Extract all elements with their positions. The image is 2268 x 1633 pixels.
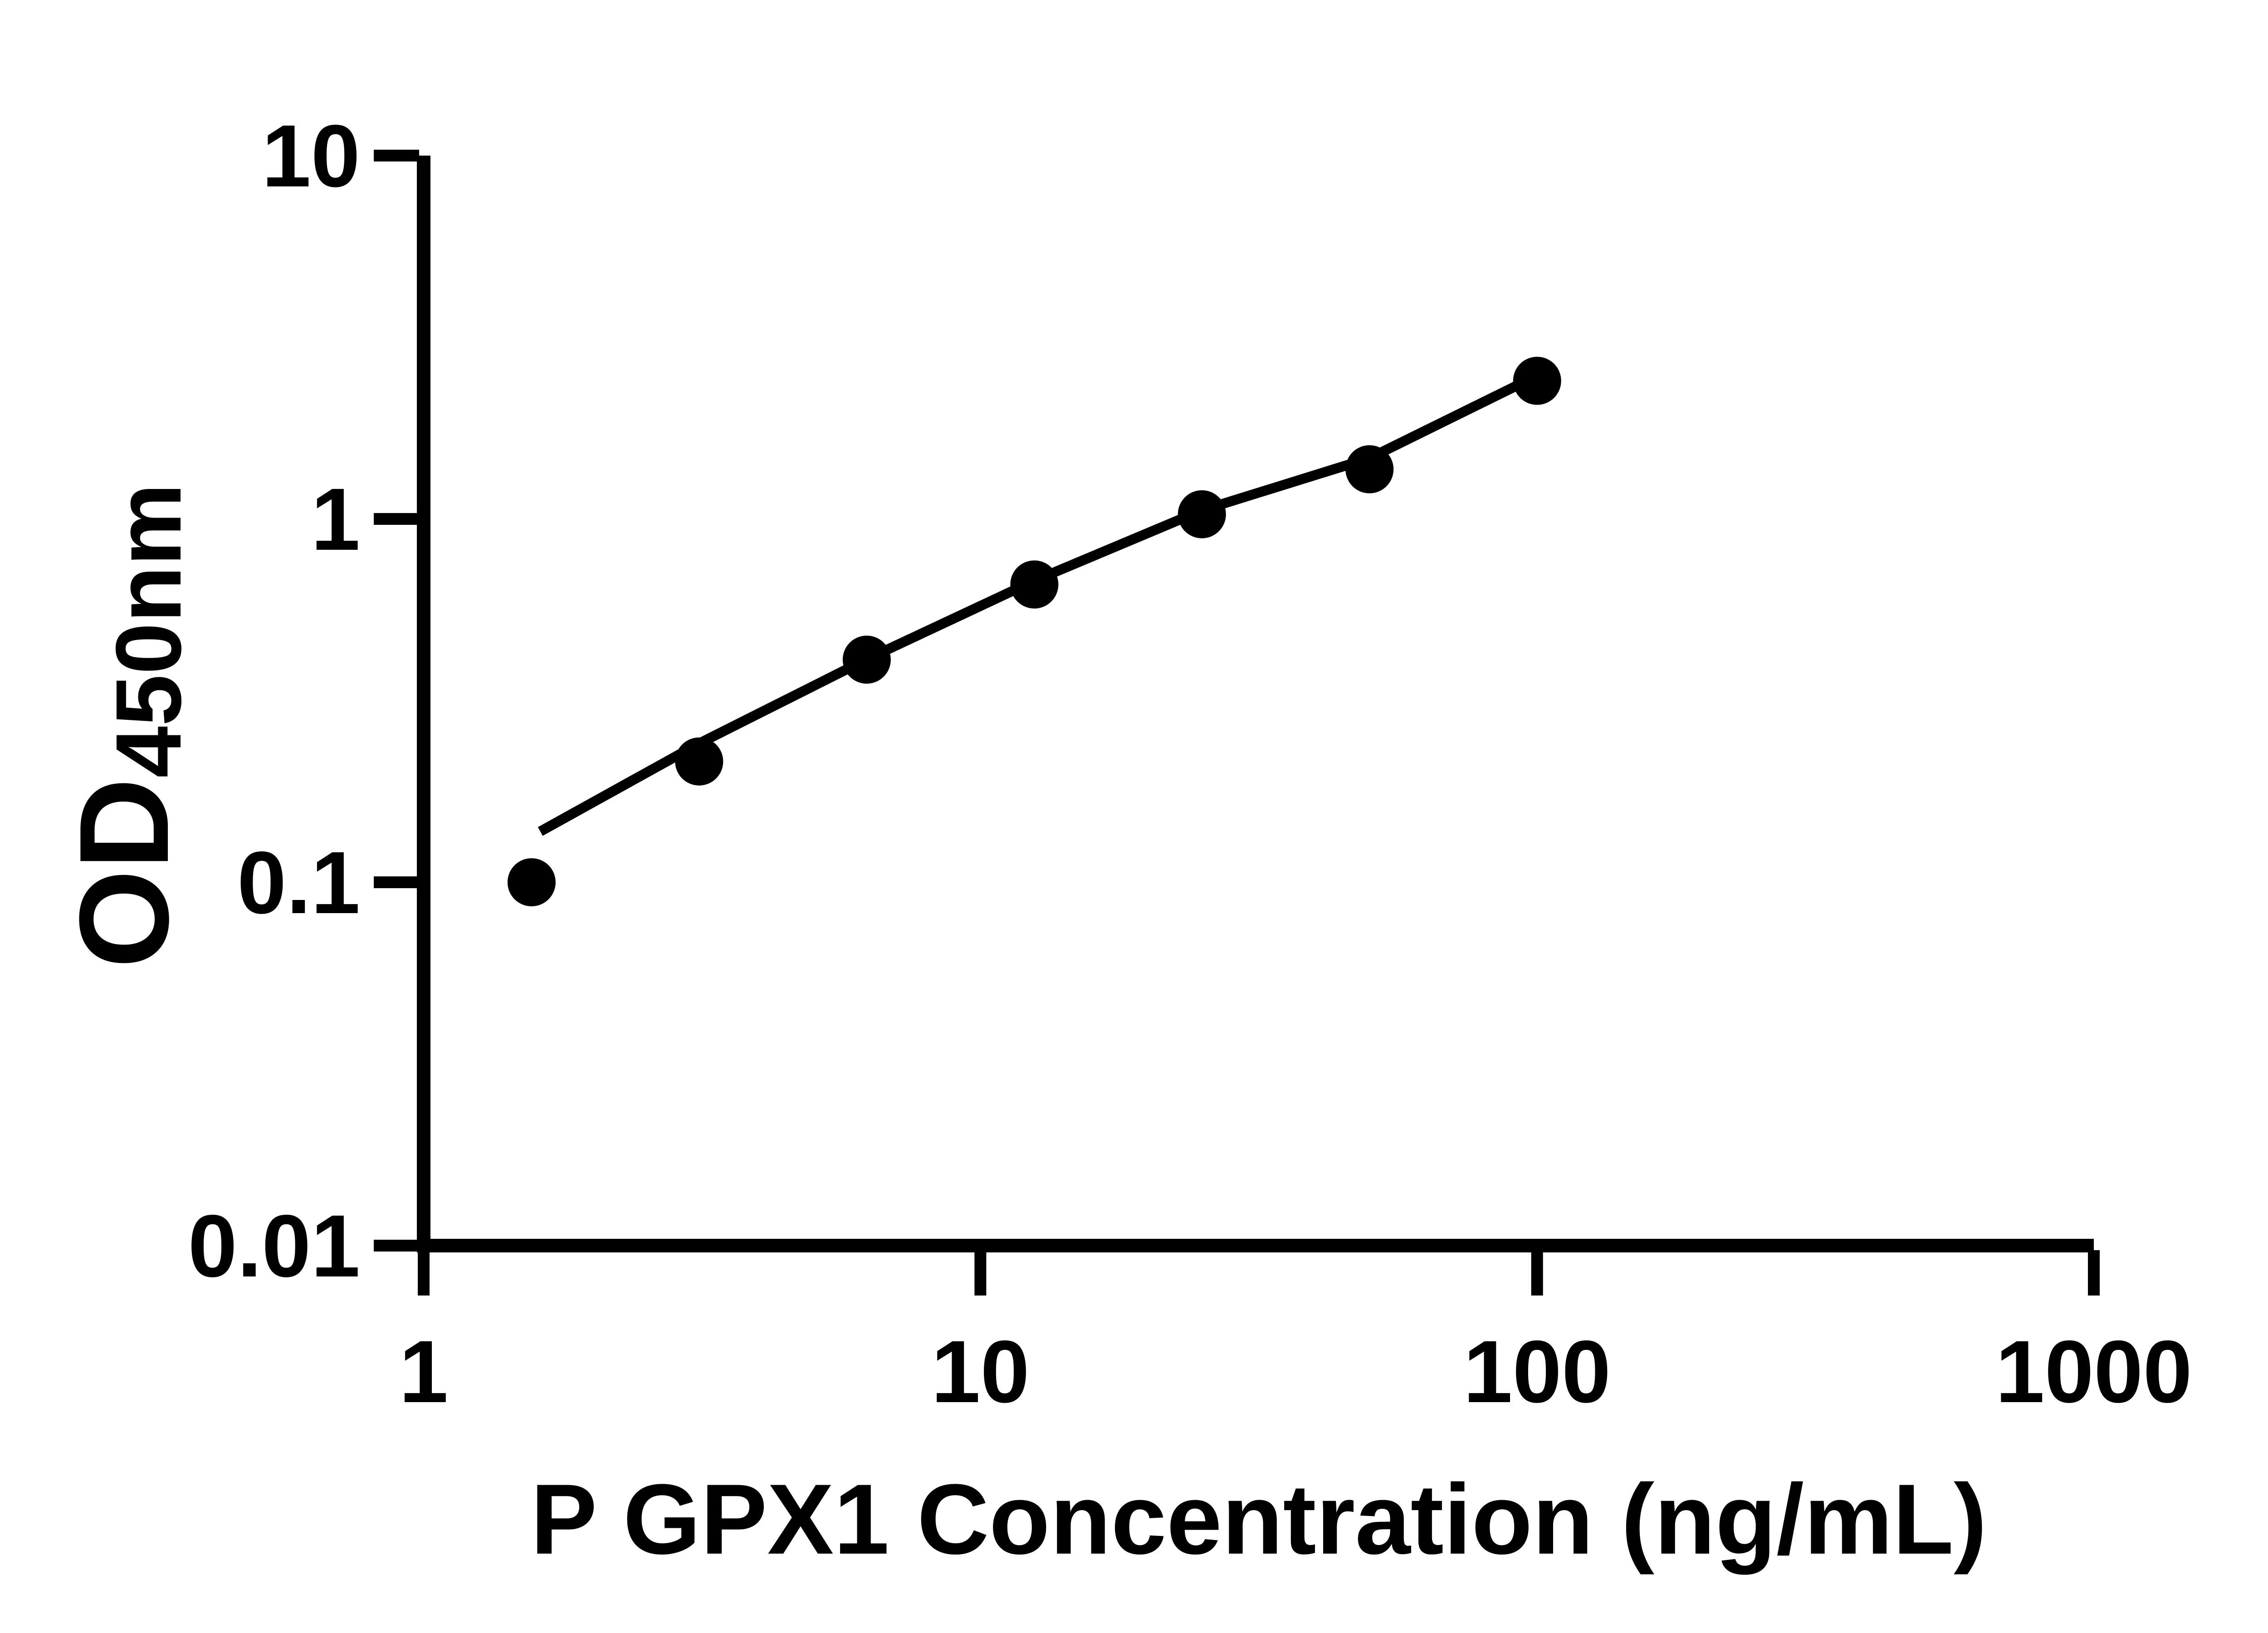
data-point: [1345, 445, 1394, 494]
y-tick-label: 0.1: [237, 833, 360, 932]
data-points-group: [507, 357, 1561, 906]
y-axis-title-main: OD: [54, 778, 195, 968]
data-point: [1010, 560, 1059, 609]
x-axis-title: P GPX1 Concentration (ng/mL): [531, 1463, 1987, 1575]
y-tick-label: 0.01: [188, 1197, 360, 1296]
y-tick-label: 1: [311, 470, 360, 569]
data-point: [842, 636, 891, 684]
axis-lines: [417, 156, 2094, 1252]
y-axis-title-sub: 450nm: [97, 483, 200, 778]
data-point: [1178, 490, 1226, 538]
x-tick-label: 10: [931, 1322, 1030, 1421]
x-tick-label: 1: [399, 1322, 448, 1421]
axes: [417, 156, 2094, 1252]
data-point: [507, 858, 556, 906]
y-tick-label: 10: [262, 107, 360, 205]
data-point: [675, 737, 723, 786]
x-tick-label: 1000: [1995, 1322, 2192, 1421]
x-tick-label: 100: [1463, 1322, 1611, 1421]
tick-labels: 10 1 0.1 0.01 1 10 100 1000: [188, 107, 2192, 1421]
data-point: [1513, 357, 1561, 405]
tick-marks: [374, 150, 2100, 1296]
y-axis-title: OD450nm: [54, 483, 200, 968]
